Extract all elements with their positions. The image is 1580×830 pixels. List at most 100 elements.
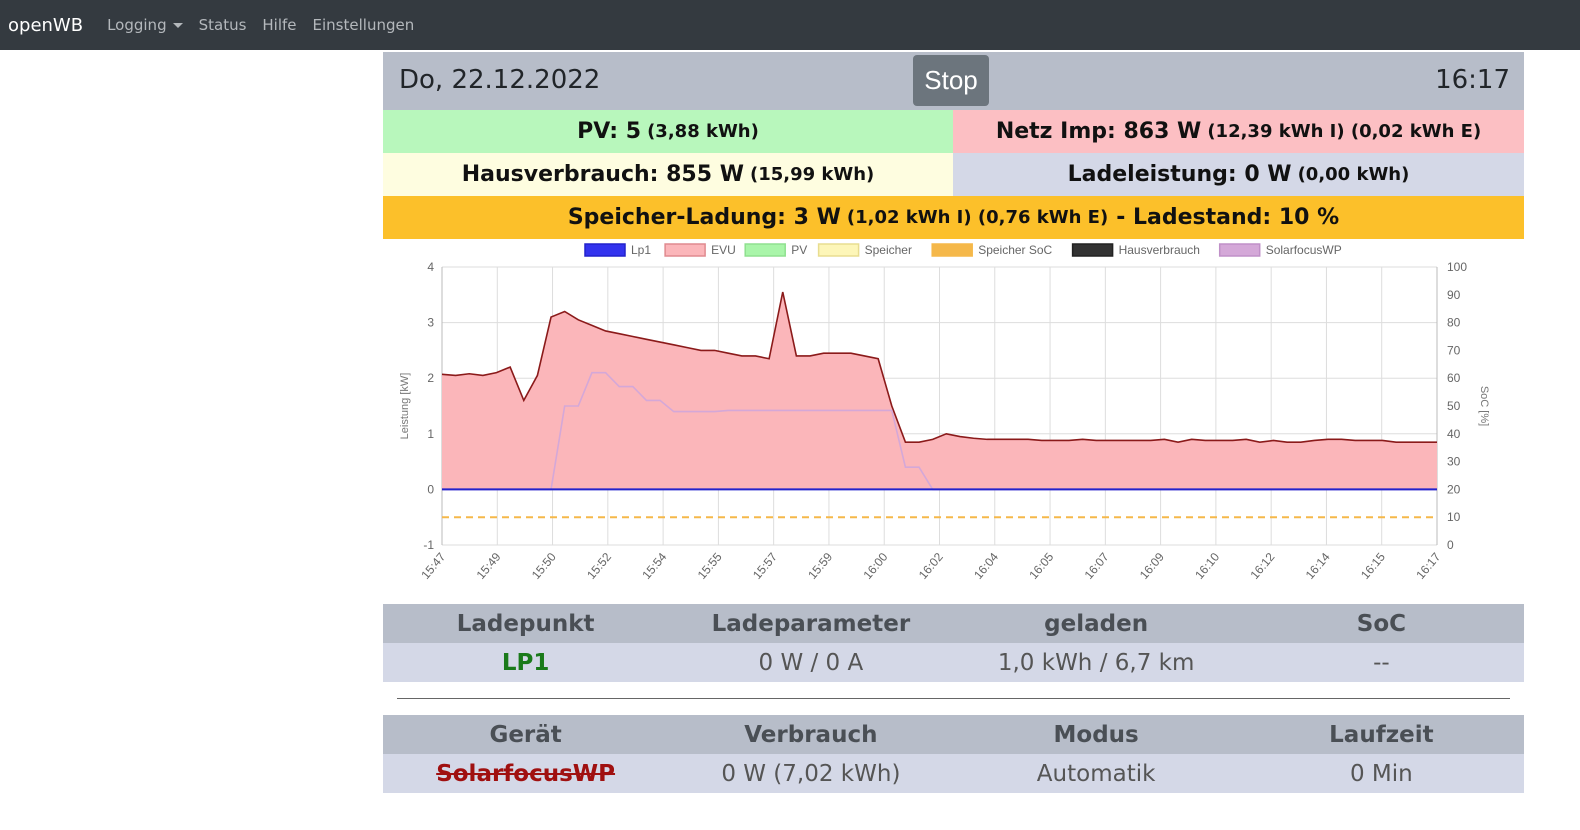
x-tick-label: 16:09 [1137,550,1167,582]
legend-swatch [744,243,786,257]
x-tick-label: 15:54 [639,550,669,582]
ladestand-value: - Ladestand: 10 % [1116,205,1340,230]
lp1-name[interactable]: LP1 [501,649,550,676]
y-axis-label: Leistung [kW] [399,373,411,440]
pv-energy: (3,88 kWh) [647,121,759,142]
netz-value: Netz Imp: 863 W [995,119,1202,144]
y2-tick-label: 40 [1447,427,1461,441]
speicher-summary: Speicher-Ladung: 3 W (1,02 kWh I) (0,76 k… [383,196,1524,239]
x-tick-label: 15:50 [529,550,559,582]
legend-label: Speicher [865,243,912,257]
x-tick-label: 15:47 [418,550,448,582]
nav-einstellungen[interactable]: Einstellungen [312,16,415,34]
y2-tick-label: 20 [1447,482,1461,496]
legend-label: SolarfocusWP [1266,243,1342,257]
x-tick-label: 15:57 [750,550,780,582]
y2-tick-label: 100 [1447,260,1467,274]
power-chart-svg: Lp1 EVU PV Speicher Speicher SoC Hausverbrauc… [399,243,1490,582]
power-chart: Lp1 EVU PV Speicher Speicher SoC Hausverbrauc… [383,239,1524,604]
y2-tick-label: 70 [1447,343,1461,357]
col-geraet: Gerät [489,721,562,748]
col-geladen: geladen [1044,610,1149,637]
time-label: 16:17 [1435,65,1510,95]
x-tick-label: 16:02 [916,550,946,582]
x-tick-label: 16:04 [971,550,1001,582]
x-tick-label: 16:07 [1082,550,1112,582]
legend-swatch [584,243,626,257]
device-name[interactable]: SolarfocusWP [436,760,616,787]
lade-summary: Ladeleistung: 0 W (0,00 kWh) [953,153,1524,196]
nav-logging[interactable]: Logging [107,16,183,34]
x-tick-label: 16:10 [1192,550,1222,582]
x-tick-label: 16:15 [1358,550,1388,582]
divider [397,698,1510,699]
x-tick-label: 15:55 [695,550,725,582]
col-ladeparameter: Ladeparameter [711,610,911,637]
device-verbrauch: 0 W (7,02 kWh) [721,760,901,787]
evu-area [442,292,1437,490]
legend-label: PV [791,243,807,257]
table-row: SolarfocusWP 0 W (7,02 kWh) Automatik 0 … [383,754,1524,793]
legend-label: Speicher SoC [978,243,1052,257]
brand-logo[interactable]: openWB [8,14,84,36]
legend-swatch [931,243,973,257]
pv-value: PV: 5 [577,119,642,144]
haus-summary: Hausverbrauch: 855 W (15,99 kWh) [383,153,953,196]
y2-tick-label: 10 [1447,510,1461,524]
col-laufzeit: Laufzeit [1329,721,1434,748]
y2-tick-label: 0 [1447,538,1454,552]
y2-tick-label: 90 [1447,288,1461,302]
x-tick-label: 16:05 [1026,550,1056,582]
y2-tick-label: 60 [1447,371,1461,385]
netz-energy: (12,39 kWh I) (0,02 kWh E) [1207,121,1482,142]
legend-swatch [664,243,706,257]
ladepunkt-table: Ladepunkt Ladeparameter geladen SoC LP1 … [383,604,1524,682]
y-tick-label: 4 [427,260,434,274]
x-tick-label: 15:59 [805,550,835,582]
x-tick-label: 16:12 [1247,550,1277,582]
lp1-geladen: 1,0 kWh / 6,7 km [997,649,1195,676]
device-laufzeit: 0 Min [1349,760,1413,787]
lade-energy: (0,00 kWh) [1297,164,1410,185]
col-modus: Modus [1053,721,1139,748]
device-table: Gerät Verbrauch Modus Laufzeit Solarfocu… [383,715,1524,793]
nav-hilfe[interactable]: Hilfe [262,16,297,34]
y2-tick-label: 50 [1447,399,1461,413]
y2-tick-label: 30 [1447,455,1461,469]
legend-label: EVU [711,243,736,257]
legend-swatch [1071,243,1114,257]
x-tick-label: 16:14 [1303,550,1333,582]
legend-label: Lp1 [631,243,651,257]
pv-summary: PV: 5 (3,88 kWh) [383,110,953,153]
date-label: Do, 22.12.2022 [399,65,601,95]
x-tick-label: 15:49 [474,550,504,582]
legend-swatch [1218,243,1261,257]
main-panel: Do, 22.12.2022 Stop 16:17 PV: 5 (3,88 kWh… [383,52,1524,793]
legend-label: Hausverbrauch [1119,243,1200,257]
x-tick-label: 16:00 [860,550,890,582]
lade-value: Ladeleistung: 0 W [1067,162,1292,187]
table-row: LP1 0 W / 0 A 1,0 kWh / 6,7 km -- [383,643,1524,682]
speicher-energy: (1,02 kWh I) (0,76 kWh E) [846,207,1109,228]
legend-swatch [817,243,860,257]
haus-energy: (15,99 kWh) [749,164,875,185]
y-tick-label: 0 [427,482,434,496]
y-tick-label: 3 [427,316,434,330]
x-tick-label: 16:17 [1413,550,1443,582]
x-tick-label: 15:52 [584,550,614,582]
device-modus: Automatik [1036,760,1156,787]
chevron-down-icon [172,23,183,28]
netz-summary: Netz Imp: 863 W (12,39 kWh I) (0,02 kWh E… [953,110,1524,153]
y2-tick-label: 80 [1447,316,1461,330]
speicher-value: Speicher-Ladung: 3 W [567,205,841,230]
navbar: openWB Logging Status Hilfe Einstellunge… [0,0,1580,50]
stop-button[interactable]: Stop [913,55,989,106]
y-tick-label: 2 [427,371,434,385]
nav-status[interactable]: Status [198,16,247,34]
lp1-param: 0 W / 0 A [758,649,864,676]
lp1-soc: -- [1373,649,1390,676]
y-tick-label: 1 [427,427,434,441]
evu-line [441,291,1437,443]
col-verbrauch: Verbrauch [744,721,878,748]
haus-value: Hausverbrauch: 855 W [461,162,744,187]
